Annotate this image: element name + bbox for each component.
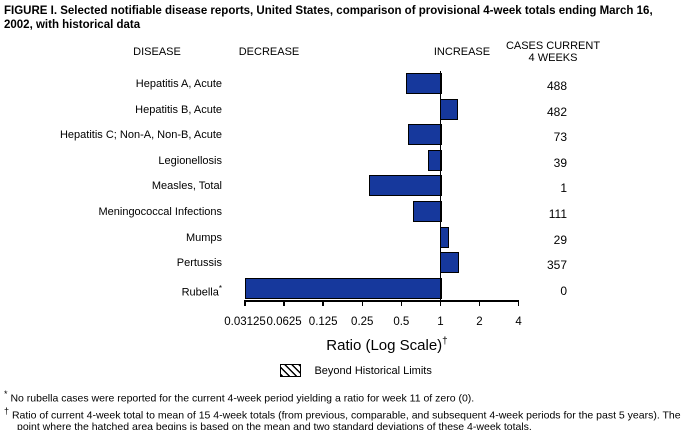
x-axis-title: Ratio (Log Scale)† (287, 336, 487, 354)
cases-count: 482 (546, 104, 567, 119)
x-axis-tick-label: 0.0625 (266, 316, 302, 328)
disease-label-text: Rubella (181, 286, 219, 299)
cases-count: 1 (560, 181, 567, 196)
x-axis-line (244, 300, 520, 302)
disease-label-text: Measles, Total (151, 180, 222, 193)
disease-label: Legionellosis (0, 155, 222, 167)
x-axis-tick-label: 4 (515, 316, 522, 328)
disease-label: Hepatitis B, Acute (0, 104, 222, 116)
footnotes: * No rubella cases were reported for the… (4, 388, 682, 430)
x-axis-tick-label: 0.5 (393, 316, 410, 328)
footnote-dagger: † Ratio of current 4-week total to mean … (4, 405, 682, 430)
footnote-asterisk-marker: * (4, 389, 8, 399)
disease-label-text: Legionellosis (158, 154, 222, 167)
legend-label: Beyond Historical Limits (314, 364, 432, 377)
x-axis-tick-mark (361, 300, 363, 306)
column-header-disease: DISEASE (133, 46, 181, 58)
disease-label: Hepatitis C; Non-A, Non-B, Acute (0, 129, 222, 141)
baseline-axis-line (439, 71, 442, 302)
disease-label: Hepatitis A, Acute (0, 78, 222, 90)
disease-label: Mumps (0, 232, 222, 244)
x-axis-tick-label: 1 (437, 316, 444, 328)
disease-label-text: Pertussis (176, 257, 222, 270)
cases-count: 0 (560, 283, 567, 298)
ratio-bar (368, 175, 442, 197)
disease-label: Measles, Total (0, 180, 222, 192)
footnote-asterisk: * No rubella cases were reported for the… (4, 388, 682, 405)
disease-label: Meningococcal Infections (0, 206, 222, 218)
column-header-decrease: DECREASE (238, 46, 300, 58)
footnote-dagger-text: Ratio of current 4-week total to mean of… (11, 409, 681, 430)
column-header-increase: INCREASE (433, 46, 491, 58)
x-axis-tick-mark (478, 300, 481, 306)
ratio-bar (427, 149, 442, 171)
column-header-cases-current: CASES CURRENT 4 WEEKS (492, 40, 614, 64)
x-axis-tick-label: 2 (476, 316, 483, 328)
disease-label: Pertussis (0, 257, 222, 269)
disease-label-text: Hepatitis C; Non-A, Non-B, Acute (59, 129, 222, 142)
ratio-bar (407, 124, 442, 146)
hatched-swatch-icon (280, 364, 301, 378)
disease-label-text: Mumps (185, 231, 222, 244)
x-axis-title-text: Ratio (Log Scale) (326, 337, 443, 354)
cases-count: 111 (548, 207, 567, 221)
ratio-bar (439, 252, 460, 274)
column-header-cases-line2: 4 WEEKS (528, 52, 578, 64)
x-axis-tick-mark (283, 300, 285, 306)
cases-count: 488 (546, 79, 567, 93)
ratio-bar (439, 98, 459, 120)
cases-count: 39 (553, 155, 567, 170)
legend: Beyond Historical Limits (280, 362, 432, 380)
disease-label-text: Hepatitis B, Acute (135, 103, 222, 116)
x-axis-tick-mark (322, 300, 324, 306)
x-axis-title-dagger: † (442, 336, 448, 347)
x-axis-tick-mark (439, 300, 442, 306)
disease-label-text: Hepatitis A, Acute (135, 78, 222, 90)
x-axis-tick-label: 0.125 (308, 316, 338, 328)
x-axis-tick-label: 0.03125 (224, 316, 266, 328)
x-axis-tick-mark (517, 300, 520, 306)
figure-title: FIGURE I. Selected notifiable disease re… (4, 5, 653, 31)
cases-count: 29 (553, 232, 567, 247)
x-axis-tick-mark (400, 300, 403, 306)
footnote-asterisk-text: No rubella cases were reported for the c… (10, 392, 475, 405)
ratio-bar (413, 201, 442, 222)
x-axis-tick-mark (244, 300, 246, 306)
cases-count: 73 (553, 130, 567, 145)
footnote-dagger-marker: † (4, 405, 10, 416)
disease-label-text: Meningococcal Infections (98, 206, 222, 218)
cases-count: 357 (546, 258, 567, 273)
ratio-bar (405, 73, 442, 94)
x-axis-tick-label: 0.25 (351, 316, 374, 328)
column-header-cases-line1: CASES CURRENT (505, 40, 601, 52)
disease-label: Rubella* (0, 283, 222, 299)
ratio-bar (245, 277, 442, 299)
disease-label-superscript: * (218, 283, 222, 293)
